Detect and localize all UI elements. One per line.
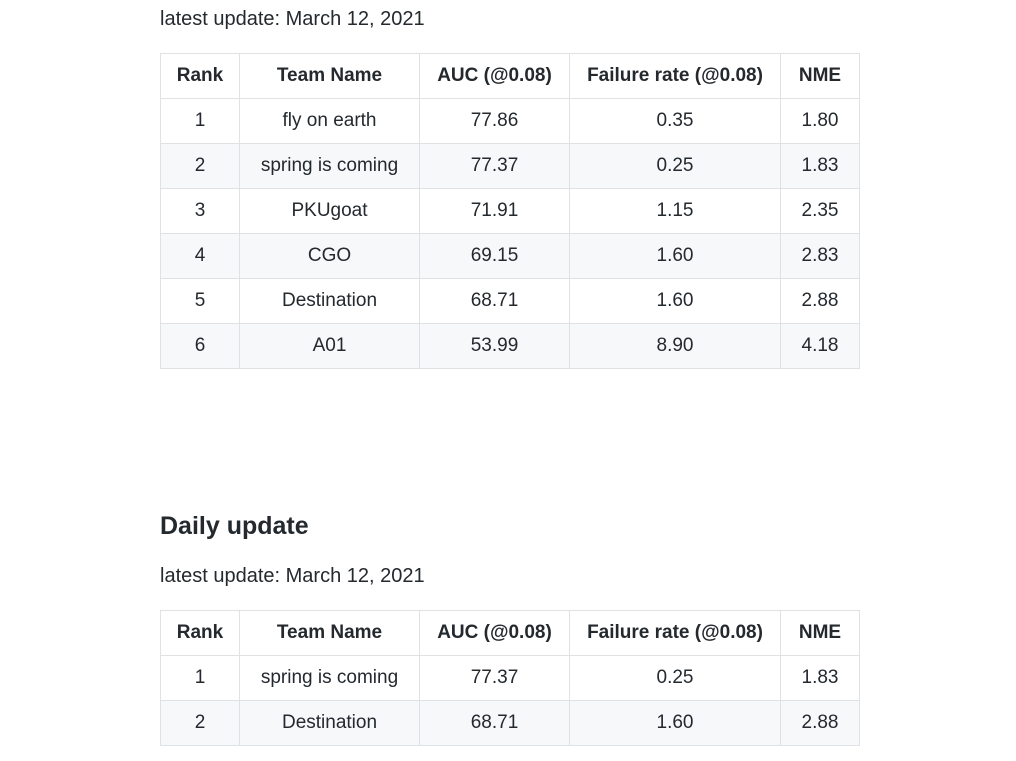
cell-failure-rate: 8.90 xyxy=(569,323,781,369)
column-header-nme: NME xyxy=(780,53,860,99)
daily-leaderboard-table: Rank Team Name AUC (@0.08) Failure rate (@0… xyxy=(160,610,860,746)
cell-team-name: Destination xyxy=(239,278,420,324)
cell-auc: 69.15 xyxy=(419,233,570,279)
cell-rank: 4 xyxy=(160,233,240,279)
table-row: 6 A01 53.99 8.90 4.18 xyxy=(160,323,860,369)
cell-auc: 68.71 xyxy=(419,700,570,746)
cell-nme: 2.83 xyxy=(780,233,860,279)
table-row: 2 Destination 68.71 1.60 2.88 xyxy=(160,700,860,746)
cell-nme: 2.88 xyxy=(780,700,860,746)
column-header-nme: NME xyxy=(780,610,860,656)
cell-auc: 68.71 xyxy=(419,278,570,324)
cell-failure-rate: 0.25 xyxy=(569,143,781,189)
cell-nme: 1.80 xyxy=(780,98,860,144)
cell-rank: 1 xyxy=(160,655,240,701)
cell-rank: 2 xyxy=(160,143,240,189)
cell-team-name: Destination xyxy=(239,700,420,746)
cell-failure-rate: 1.60 xyxy=(569,233,781,279)
cell-rank: 3 xyxy=(160,188,240,234)
cell-auc: 77.37 xyxy=(419,143,570,189)
cell-failure-rate: 1.15 xyxy=(569,188,781,234)
table-header-row: Rank Team Name AUC (@0.08) Failure rate (@0… xyxy=(160,53,860,99)
cell-rank: 2 xyxy=(160,700,240,746)
cell-team-name: spring is coming xyxy=(239,655,420,701)
cell-auc: 53.99 xyxy=(419,323,570,369)
daily-update-heading: Daily update xyxy=(160,512,309,540)
cell-rank: 5 xyxy=(160,278,240,324)
cell-team-name: PKUgoat xyxy=(239,188,420,234)
cell-nme: 1.83 xyxy=(780,143,860,189)
cell-failure-rate: 1.60 xyxy=(569,700,781,746)
cell-team-name: CGO xyxy=(239,233,420,279)
cell-team-name: A01 xyxy=(239,323,420,369)
column-header-auc: AUC (@0.08) xyxy=(419,53,570,99)
daily-latest-update: latest update: March 12, 2021 xyxy=(160,565,425,587)
column-header-rank: Rank xyxy=(160,53,240,99)
cell-failure-rate: 1.60 xyxy=(569,278,781,324)
column-header-team-name: Team Name xyxy=(239,53,420,99)
column-header-rank: Rank xyxy=(160,610,240,656)
cell-nme: 2.35 xyxy=(780,188,860,234)
cell-team-name: fly on earth xyxy=(239,98,420,144)
table-row: 2 spring is coming 77.37 0.25 1.83 xyxy=(160,143,860,189)
cell-auc: 71.91 xyxy=(419,188,570,234)
cell-rank: 1 xyxy=(160,98,240,144)
table-row: 5 Destination 68.71 1.60 2.88 xyxy=(160,278,860,324)
cell-auc: 77.86 xyxy=(419,98,570,144)
column-header-team-name: Team Name xyxy=(239,610,420,656)
column-header-auc: AUC (@0.08) xyxy=(419,610,570,656)
overall-leaderboard-table: Rank Team Name AUC (@0.08) Failure rate (@0… xyxy=(160,53,860,369)
cell-nme: 4.18 xyxy=(780,323,860,369)
table-row: 4 CGO 69.15 1.60 2.83 xyxy=(160,233,860,279)
cell-rank: 6 xyxy=(160,323,240,369)
cell-team-name: spring is coming xyxy=(239,143,420,189)
table-row: 1 fly on earth 77.86 0.35 1.80 xyxy=(160,98,860,144)
table-row: 3 PKUgoat 71.91 1.15 2.35 xyxy=(160,188,860,234)
cell-auc: 77.37 xyxy=(419,655,570,701)
column-header-failure-rate: Failure rate (@0.08) xyxy=(569,53,781,99)
table-row: 1 spring is coming 77.37 0.25 1.83 xyxy=(160,655,860,701)
column-header-failure-rate: Failure rate (@0.08) xyxy=(569,610,781,656)
cell-nme: 2.88 xyxy=(780,278,860,324)
cell-failure-rate: 0.25 xyxy=(569,655,781,701)
cell-failure-rate: 0.35 xyxy=(569,98,781,144)
overall-latest-update: latest update: March 12, 2021 xyxy=(160,8,425,30)
table-header-row: Rank Team Name AUC (@0.08) Failure rate (@0… xyxy=(160,610,860,656)
cell-nme: 1.83 xyxy=(780,655,860,701)
